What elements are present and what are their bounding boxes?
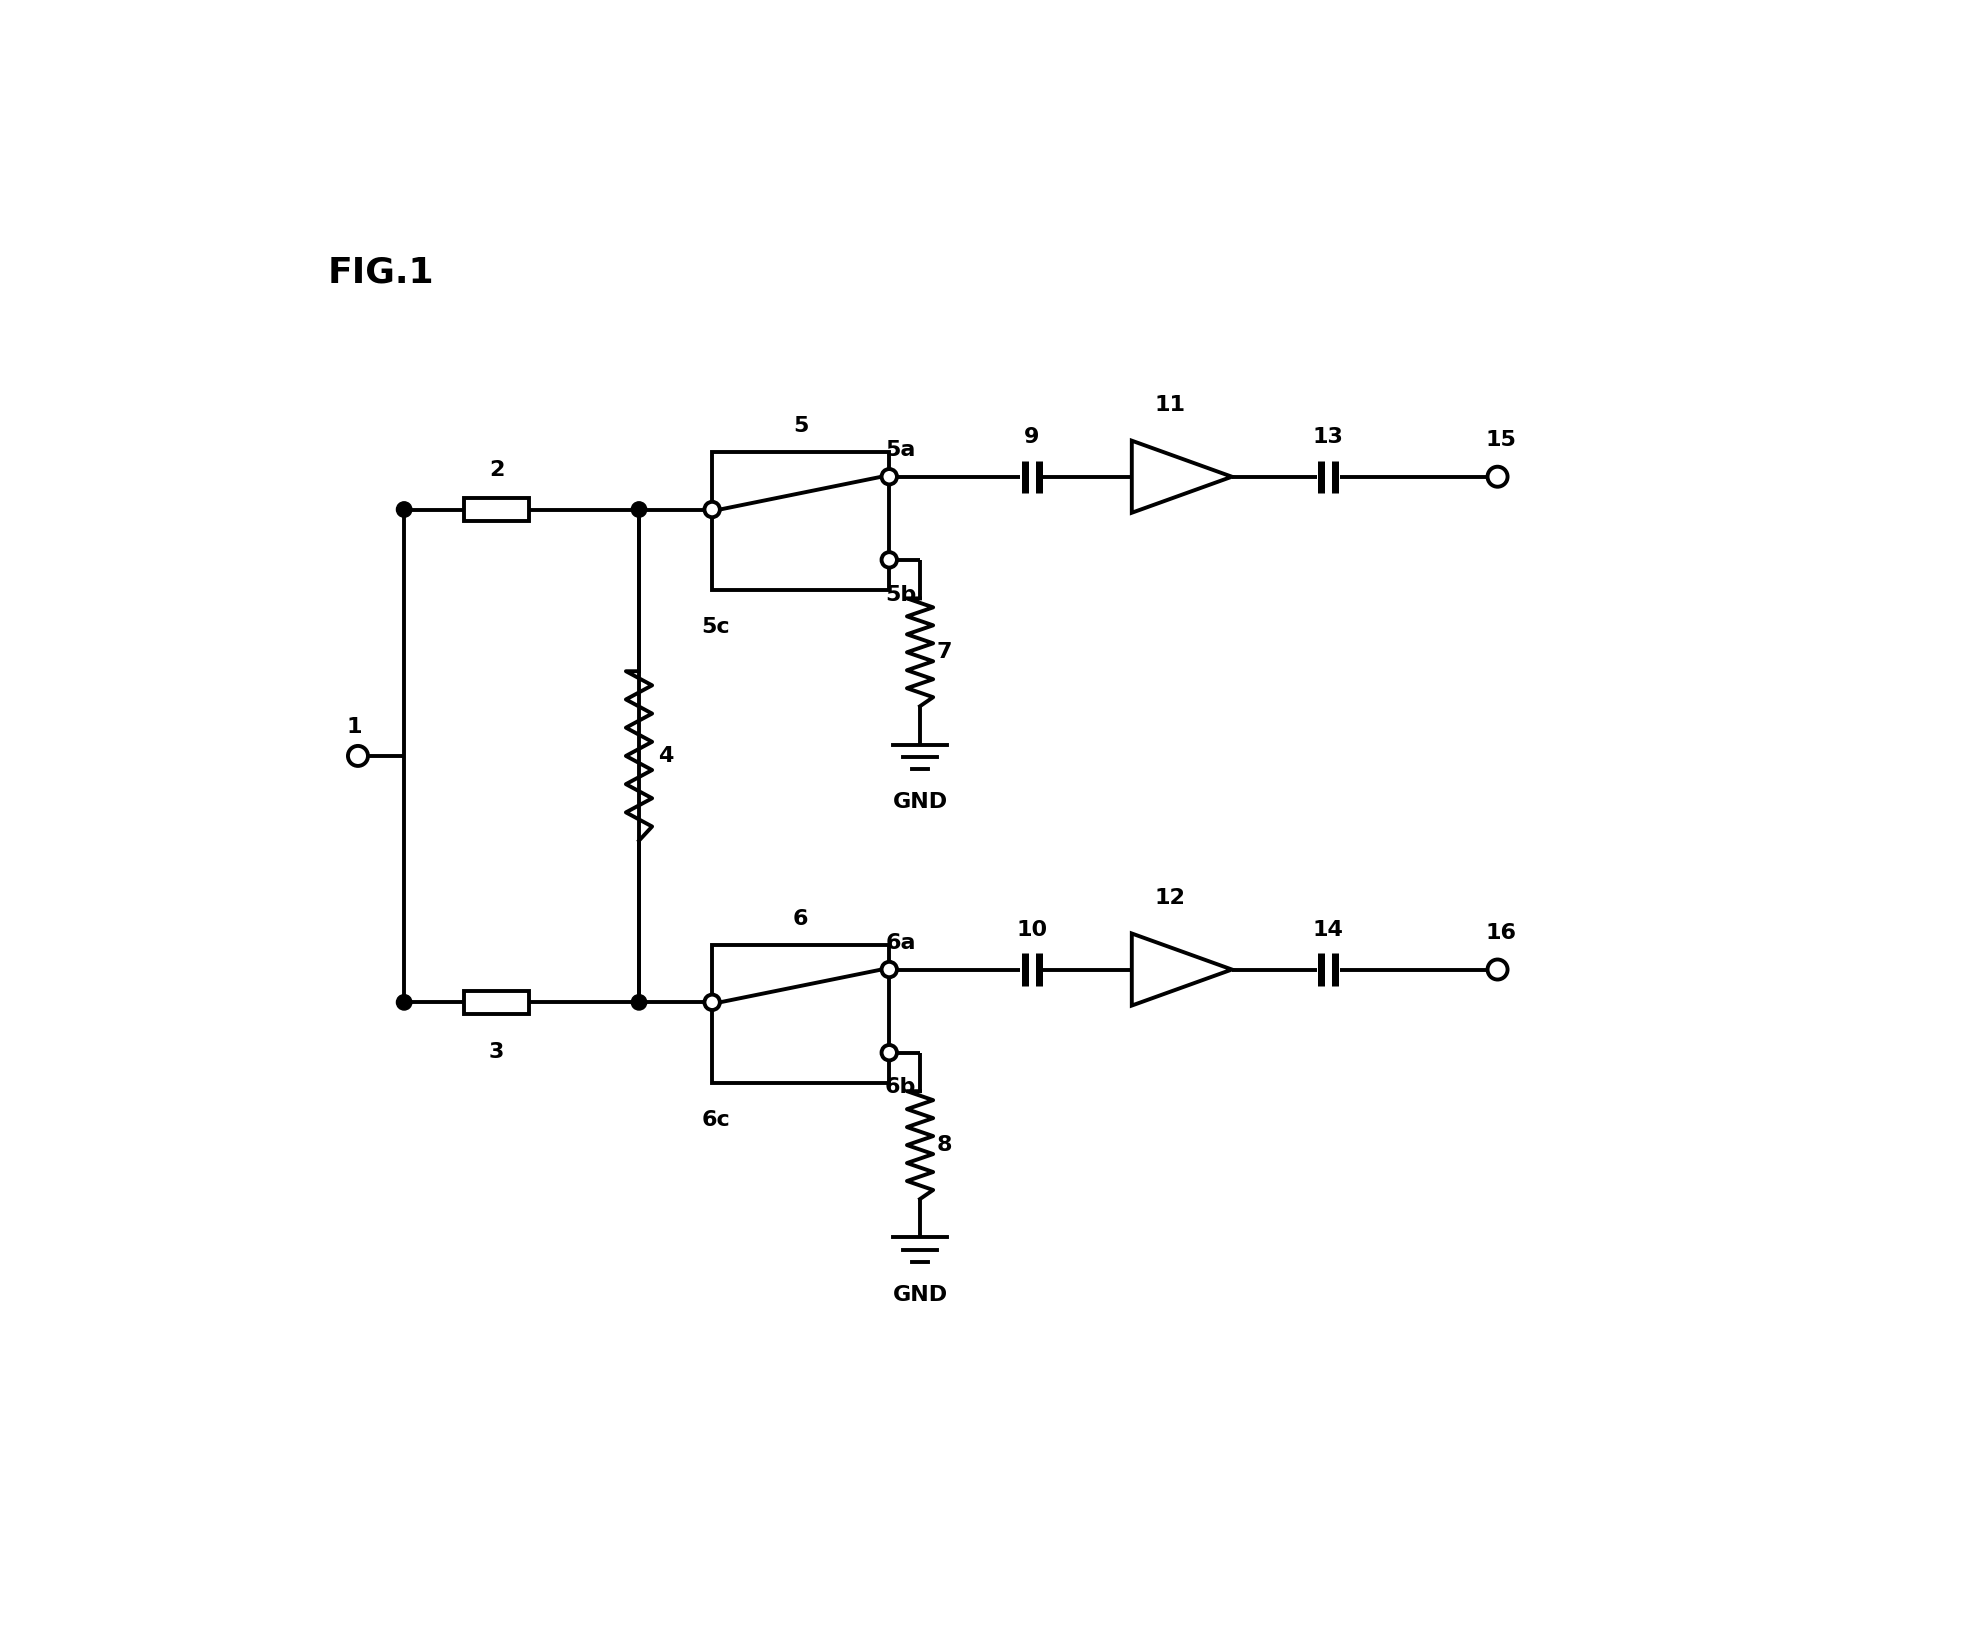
Text: 6a: 6a bbox=[885, 933, 916, 952]
Circle shape bbox=[704, 995, 720, 1009]
Text: 5a: 5a bbox=[885, 440, 916, 459]
Text: 1: 1 bbox=[347, 716, 361, 736]
Circle shape bbox=[347, 746, 369, 765]
Circle shape bbox=[632, 501, 647, 518]
Polygon shape bbox=[1132, 441, 1232, 513]
Text: GND: GND bbox=[893, 1284, 948, 1306]
Text: 5c: 5c bbox=[702, 617, 730, 637]
Text: 13: 13 bbox=[1313, 428, 1344, 448]
Circle shape bbox=[396, 995, 412, 1009]
Text: 5: 5 bbox=[793, 417, 808, 436]
Bar bbox=[712, 451, 889, 591]
Text: 7: 7 bbox=[938, 643, 952, 663]
Text: 11: 11 bbox=[1156, 396, 1185, 415]
Text: 5b: 5b bbox=[885, 584, 916, 604]
Text: FIG.1: FIG.1 bbox=[328, 256, 434, 290]
Text: GND: GND bbox=[893, 793, 948, 812]
Circle shape bbox=[881, 1045, 897, 1060]
Bar bbox=[463, 991, 530, 1014]
Circle shape bbox=[1487, 959, 1507, 980]
Text: 6b: 6b bbox=[885, 1078, 916, 1097]
Text: 2: 2 bbox=[489, 461, 504, 480]
Circle shape bbox=[704, 501, 720, 518]
Text: 14: 14 bbox=[1313, 920, 1344, 941]
Circle shape bbox=[881, 962, 897, 977]
Bar bbox=[712, 944, 889, 1083]
Text: 10: 10 bbox=[1016, 920, 1048, 941]
Text: 16: 16 bbox=[1485, 923, 1517, 943]
Text: 3: 3 bbox=[489, 1042, 504, 1063]
Circle shape bbox=[1487, 467, 1507, 487]
Circle shape bbox=[632, 995, 647, 1009]
Text: 6c: 6c bbox=[702, 1110, 730, 1130]
Text: 9: 9 bbox=[1024, 428, 1040, 448]
Polygon shape bbox=[1132, 933, 1232, 1006]
Circle shape bbox=[881, 552, 897, 568]
Text: 12: 12 bbox=[1156, 887, 1185, 908]
Text: 6: 6 bbox=[793, 908, 808, 930]
Text: 15: 15 bbox=[1485, 430, 1517, 449]
Circle shape bbox=[396, 501, 412, 518]
Circle shape bbox=[881, 469, 897, 485]
Text: 8: 8 bbox=[938, 1135, 952, 1156]
Bar bbox=[463, 498, 530, 521]
Text: 4: 4 bbox=[659, 746, 673, 765]
